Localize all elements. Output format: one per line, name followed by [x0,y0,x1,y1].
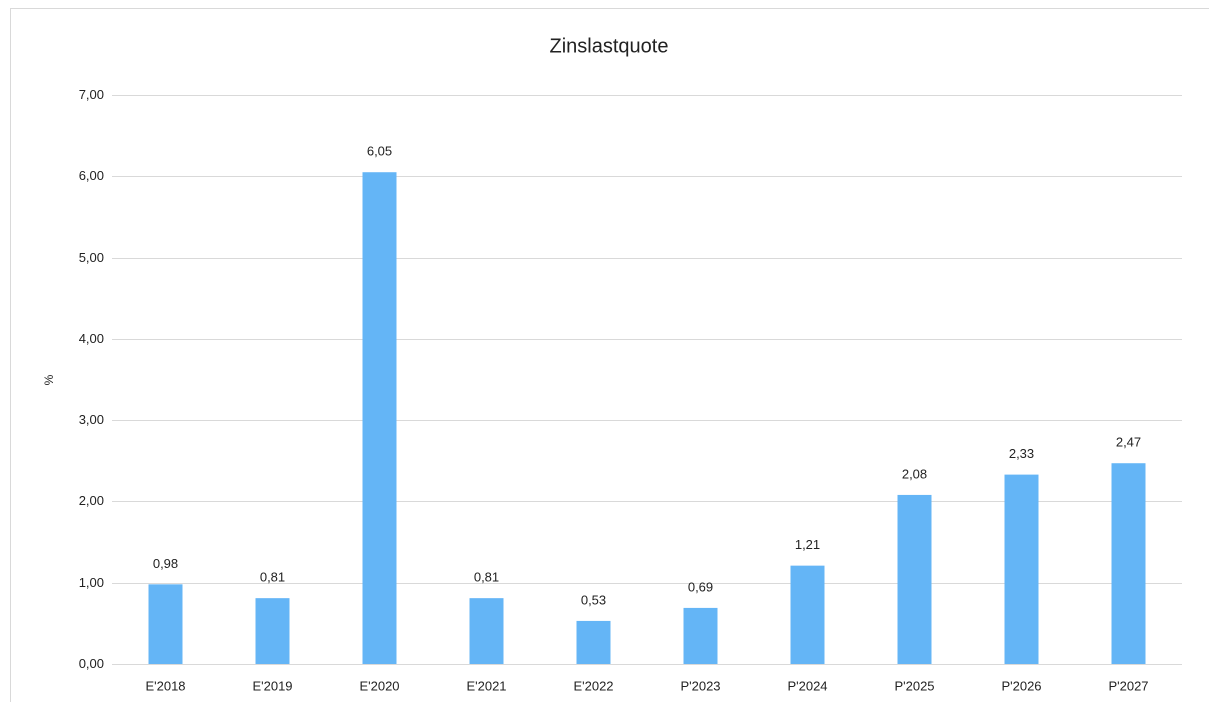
y-tick-label: 3,00 [79,412,104,427]
bar [1111,463,1146,664]
data-label: 2,47 [1116,435,1141,450]
data-label: 0,98 [153,556,178,571]
data-label: 0,81 [474,570,499,585]
x-tick-label: P'2025 [894,678,934,693]
x-tick-label: P'2026 [1001,678,1041,693]
y-tick-label: 0,00 [79,656,104,671]
bar [790,565,825,664]
bar [255,598,290,664]
y-tick-label: 1,00 [79,575,104,590]
chart-title: Zinslastquote [550,35,669,57]
x-tick-label: P'2023 [680,678,720,693]
chart-border [10,8,1209,702]
bar [576,620,611,664]
x-tick-label: E'2019 [252,678,292,693]
bar [148,584,183,664]
x-tick-label: P'2027 [1108,678,1148,693]
y-tick-label: 2,00 [79,493,104,508]
y-tick-label: 5,00 [79,250,104,265]
data-label: 1,21 [795,537,820,552]
data-label: 2,33 [1009,446,1034,461]
data-label: 2,08 [902,466,927,481]
x-tick-label: E'2020 [359,678,399,693]
y-tick-label: 4,00 [79,331,104,346]
y-tick-label: 7,00 [79,87,104,102]
y-tick-label: 6,00 [79,168,104,183]
x-tick-label: E'2021 [466,678,506,693]
bar [469,598,504,664]
x-tick-label: P'2024 [787,678,827,693]
data-label: 0,53 [581,592,606,607]
data-label: 0,81 [260,570,285,585]
bar [897,494,932,664]
bar [1004,474,1039,664]
data-label: 0,69 [688,579,713,594]
y-axis-label: % [42,374,56,385]
x-tick-label: E'2022 [573,678,613,693]
bar [683,607,718,664]
x-tick-label: E'2018 [145,678,185,693]
data-label: 6,05 [367,144,392,159]
bar [362,172,397,664]
